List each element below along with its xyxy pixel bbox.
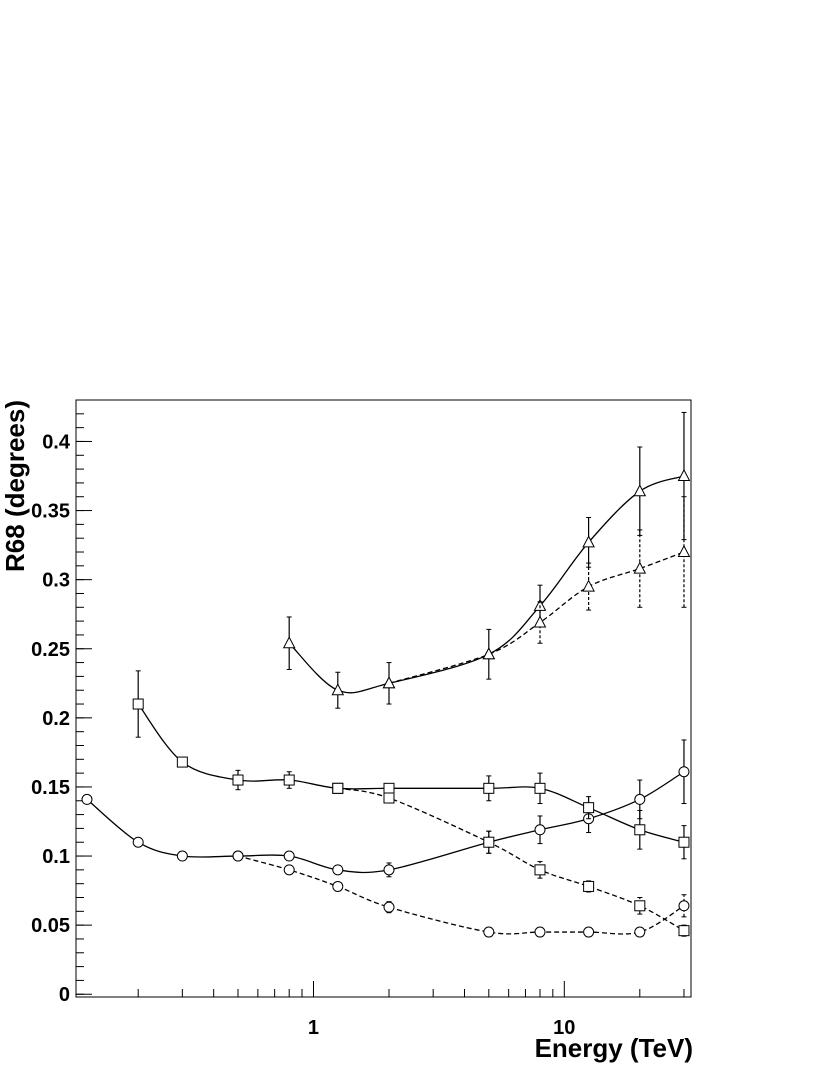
point (533, 615, 547, 628)
point (678, 836, 690, 848)
point (132, 836, 144, 848)
point (633, 561, 647, 574)
point (583, 926, 595, 938)
point (283, 774, 295, 786)
point (633, 484, 647, 497)
point (382, 676, 396, 689)
point (678, 900, 690, 912)
point (582, 579, 595, 592)
point (483, 926, 495, 938)
plot-frame (75, 399, 692, 998)
point (634, 900, 646, 912)
y-tick-label: 0.3 (42, 570, 70, 592)
point (176, 756, 188, 768)
point (534, 864, 546, 876)
point (81, 793, 93, 805)
y-tick-label: 0.4 (42, 431, 71, 453)
point (677, 468, 691, 482)
point (282, 636, 296, 649)
y-tick-label: 0 (59, 984, 70, 1006)
point (634, 926, 646, 938)
point (332, 864, 344, 876)
point (534, 926, 546, 938)
y-tick-label: 0.1 (42, 846, 70, 868)
point (383, 864, 395, 876)
series-line (237, 855, 685, 935)
point (132, 698, 144, 710)
y-tick-label: 0.35 (31, 501, 70, 523)
point (678, 925, 690, 937)
x-tick-label: 10 (553, 1017, 575, 1039)
point (534, 824, 546, 836)
y-tick-label: 0.25 (31, 639, 70, 661)
point (176, 850, 188, 862)
point (232, 774, 244, 786)
point (283, 864, 295, 876)
point (582, 535, 595, 548)
x-axis-label: Energy (TeV) (535, 1033, 693, 1063)
point (383, 782, 395, 794)
point (678, 766, 690, 778)
point (634, 793, 646, 805)
point (232, 850, 244, 862)
y-tick-label: 0.2 (42, 708, 70, 730)
point (383, 901, 395, 913)
point (534, 782, 546, 794)
point (482, 647, 496, 660)
point (331, 683, 345, 696)
point (583, 802, 595, 814)
point (483, 836, 495, 848)
point (383, 792, 395, 804)
y-axis-label: R68 (degrees) (0, 400, 30, 572)
point (332, 782, 344, 794)
series-line (288, 475, 685, 694)
point (634, 824, 646, 836)
point (332, 880, 344, 892)
point (677, 544, 691, 558)
point (283, 850, 295, 862)
y-tick-label: 0.05 (31, 915, 70, 937)
point (583, 880, 595, 892)
point (483, 782, 495, 794)
x-tick-label: 1 (308, 1017, 319, 1039)
y-tick-label: 0.15 (31, 777, 70, 799)
series-line (137, 703, 685, 843)
